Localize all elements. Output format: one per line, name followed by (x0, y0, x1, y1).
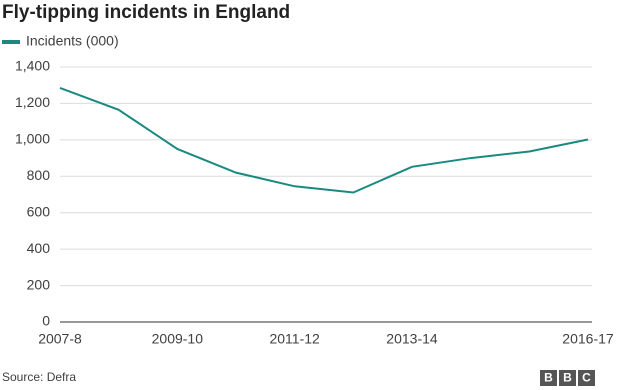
logo-box (578, 370, 595, 386)
logo-box (559, 370, 576, 386)
chart-title: Fly-tipping incidents in England (2, 2, 290, 23)
legend-swatch (2, 40, 20, 44)
logo-letter: B (544, 371, 553, 385)
y-tick-label: 600 (27, 203, 51, 219)
x-tick-label: 2013-14 (386, 331, 438, 347)
logo-letter: C (582, 371, 591, 385)
y-tick-label: 0 (42, 313, 50, 329)
y-tick-label: 1,200 (15, 94, 50, 110)
x-tick-label: 2016-17 (562, 331, 614, 347)
x-tick-label: 2007-8 (38, 331, 82, 347)
y-tick-label: 200 (27, 276, 51, 292)
y-tick-label: 1,400 (15, 58, 50, 74)
x-tick-label: 2011-12 (269, 331, 320, 347)
data-line (59, 87, 589, 194)
source: Source: Defra (2, 370, 76, 384)
legend-label: Incidents (000) (26, 33, 119, 49)
y-tick-label: 1,000 (15, 131, 50, 147)
y-tick-label: 400 (27, 240, 51, 256)
x-tick-label: 2009-10 (152, 331, 204, 347)
logo-box (540, 370, 557, 386)
y-tick-label: 800 (27, 167, 51, 183)
logo-letter: B (563, 371, 572, 385)
